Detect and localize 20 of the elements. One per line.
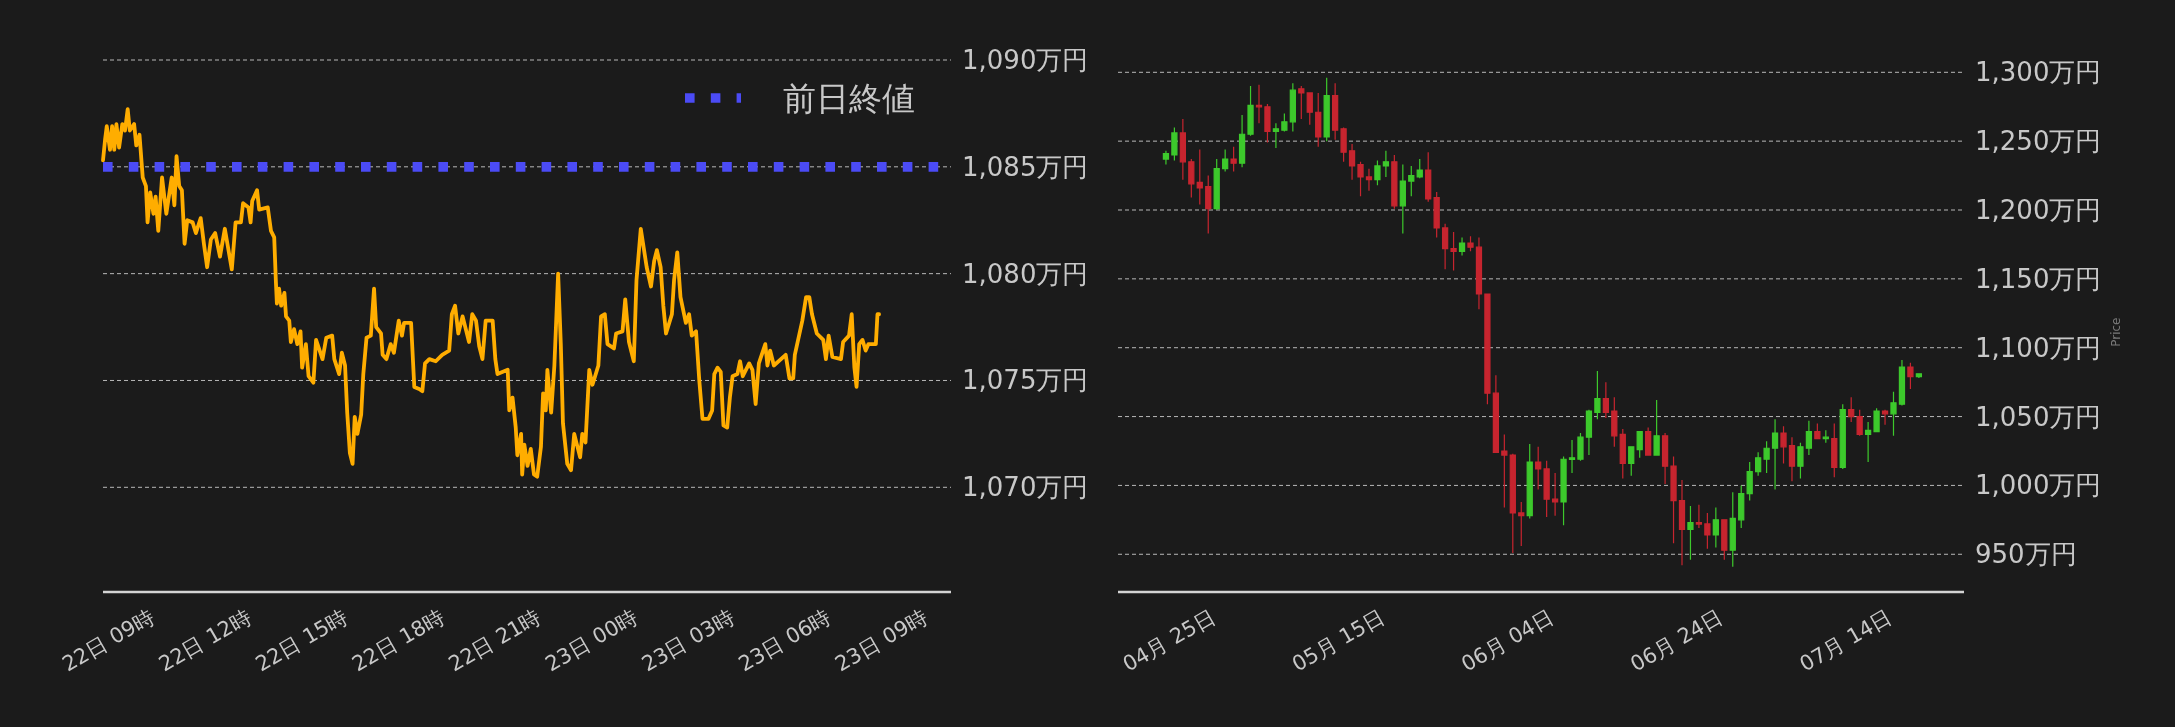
y-tick-label: 1,150万円 — [1975, 263, 2102, 294]
y-tick-label: 1,300万円 — [1975, 57, 2102, 88]
y-tick-label: 1,100万円 — [1975, 332, 2102, 363]
y-tick-label: 1,000万円 — [1975, 470, 2102, 501]
x-tick-label: 05月 15日 — [1287, 604, 1389, 677]
legend-label: 前日終値 — [783, 78, 915, 118]
x-tick-label: 06月 24日 — [1626, 604, 1727, 677]
y-tick-label: 1,050万円 — [1975, 401, 2102, 432]
y-tick-label: 1,200万円 — [1975, 195, 2102, 225]
y-tick-label: 1,070万円 — [962, 472, 1089, 503]
x-tick-label: 06月 04日 — [1457, 604, 1558, 677]
y-tick-label: 950万円 — [1975, 539, 2077, 570]
y-tick-label: 1,090万円 — [962, 45, 1089, 75]
y-axis-title: Price — [2109, 317, 2124, 347]
y-tick-label: 1,250万円 — [1975, 126, 2102, 157]
x-tick-label: 04月 25日 — [1118, 604, 1220, 677]
y-tick-label: 1,085万円 — [962, 151, 1089, 182]
x-tick-label: 07月 14日 — [1795, 604, 1896, 677]
y-tick-label: 1,080万円 — [962, 258, 1089, 289]
y-tick-label: 1,075万円 — [962, 365, 1089, 396]
